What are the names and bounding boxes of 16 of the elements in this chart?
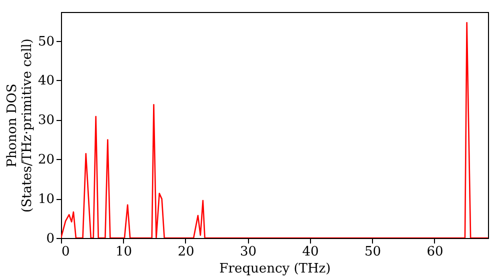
y-tick-label: 30: [38, 113, 54, 128]
y-tick-label: 50: [38, 34, 54, 50]
x-tick-label: 0: [62, 244, 70, 260]
x-tick-label: 10: [115, 244, 132, 260]
x-axis-title: Frequency (THz): [219, 262, 331, 276]
x-tick-label: 30: [240, 244, 257, 260]
y-tick-label: 10: [38, 192, 54, 208]
x-tick-label: 50: [364, 244, 381, 260]
line-series: [61, 22, 488, 238]
x-tick-label: 60: [426, 244, 444, 260]
x-tick-label: 20: [178, 244, 194, 260]
y-tick-label: 40: [38, 74, 54, 89]
y-axis-title: Phonon DOS (States/THz·primitive cell): [4, 38, 35, 213]
y-tick-label: 20: [38, 152, 54, 168]
y-tick-label: 0: [46, 232, 54, 246]
x-tick-label: 40: [302, 244, 319, 260]
